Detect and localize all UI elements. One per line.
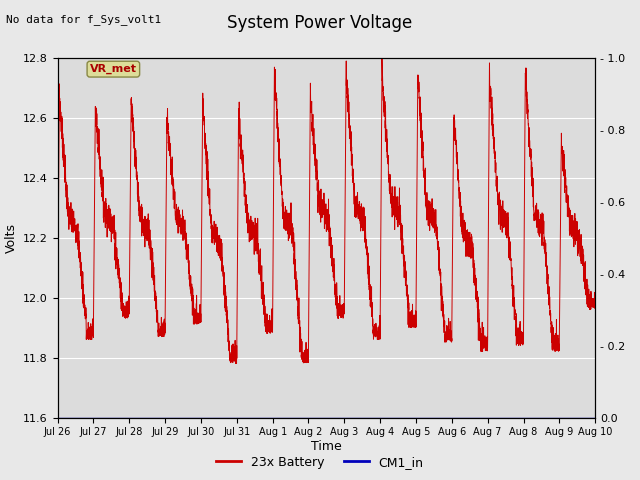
Text: System Power Voltage: System Power Voltage [227, 14, 413, 33]
Y-axis label: Volts: Volts [4, 223, 17, 252]
Text: VR_met: VR_met [90, 64, 137, 74]
Legend: 23x Battery, CM1_in: 23x Battery, CM1_in [211, 451, 429, 474]
Text: No data for f_Sys_volt1: No data for f_Sys_volt1 [6, 14, 162, 25]
X-axis label: Time: Time [311, 440, 342, 453]
